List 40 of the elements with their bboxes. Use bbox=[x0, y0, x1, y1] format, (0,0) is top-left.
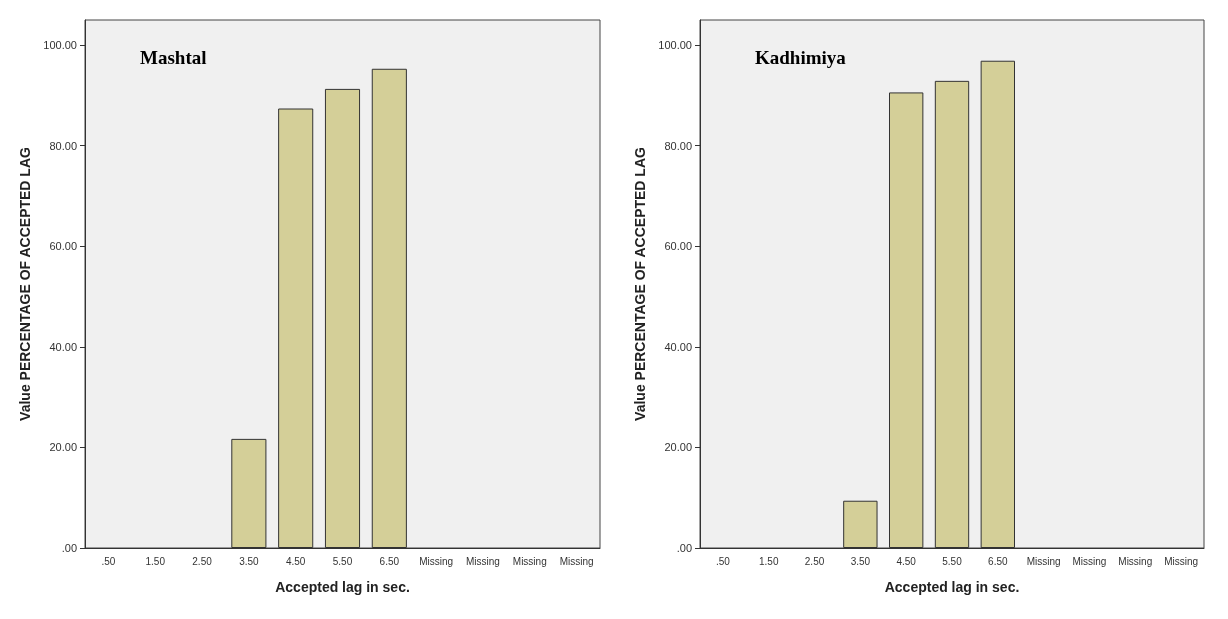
x-tick-label: Missing bbox=[1072, 555, 1107, 567]
x-tick-label: 3.50 bbox=[850, 555, 871, 567]
x-tick-label: Missing bbox=[559, 555, 594, 567]
y-tick-label: 60.00 bbox=[664, 240, 692, 253]
x-tick-label: 1.50 bbox=[758, 555, 779, 567]
y-tick-label: 40.00 bbox=[664, 340, 692, 353]
x-tick-label: 1.50 bbox=[145, 555, 166, 567]
y-tick-label: 20.00 bbox=[49, 441, 77, 454]
x-tick-label: 5.50 bbox=[332, 555, 353, 567]
y-tick-label: 100.00 bbox=[43, 39, 77, 52]
x-tick-label: 4.50 bbox=[285, 555, 306, 567]
text: Mashtal bbox=[140, 47, 207, 68]
x-axis-title: Accepted lag in sec. bbox=[884, 579, 1020, 595]
x-tick-label: 5.50 bbox=[942, 555, 963, 567]
y-tick-label: 40.00 bbox=[49, 340, 77, 353]
x-tick-label: Missing bbox=[512, 555, 547, 567]
x-tick-label: .50 bbox=[715, 555, 731, 567]
x-tick-label: 3.50 bbox=[239, 555, 260, 567]
y-axis-title: Value PERCENTAGE OF ACCEPTED LAG bbox=[17, 146, 34, 421]
x-tick-label: 6.50 bbox=[988, 555, 1008, 567]
y-tick-label: 20.00 bbox=[664, 441, 692, 454]
x-tick-label: Missing bbox=[1164, 555, 1199, 567]
x-tick-label: 2.50 bbox=[192, 555, 213, 567]
y-tick-label: 80.00 bbox=[49, 139, 77, 152]
y-tick-label: 60.00 bbox=[49, 240, 77, 253]
x-tick-label: .50 bbox=[101, 555, 116, 567]
x-tick-label: Missing bbox=[419, 555, 454, 567]
y-tick-label: .00 bbox=[61, 542, 77, 554]
y-tick-label: 100.00 bbox=[658, 39, 692, 52]
x-tick-label: 4.50 bbox=[896, 555, 917, 567]
x-tick-label: 2.50 bbox=[804, 555, 825, 567]
y-axis-title: Value PERCENTAGE OF ACCEPTED LAG bbox=[632, 146, 649, 421]
x-tick-label: Missing bbox=[466, 555, 500, 567]
x-tick-label: Missing bbox=[1026, 555, 1061, 567]
x-tick-label: 6.50 bbox=[379, 555, 400, 567]
y-tick-label: 80.00 bbox=[664, 139, 692, 152]
y-tick-label: .00 bbox=[676, 542, 692, 554]
text: Kadhimiya bbox=[755, 47, 847, 68]
x-tick-label: Missing bbox=[1118, 555, 1153, 567]
x-axis-title: Accepted lag in sec. bbox=[275, 579, 410, 595]
